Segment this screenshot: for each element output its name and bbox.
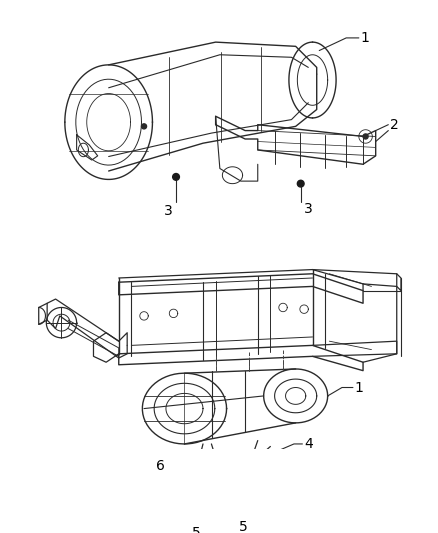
Text: 3: 3 [164,204,173,217]
Text: 5: 5 [239,520,248,533]
Text: 3: 3 [304,202,313,216]
Circle shape [198,497,204,503]
Text: 4: 4 [304,437,313,451]
Circle shape [204,495,212,504]
Circle shape [173,174,180,180]
Circle shape [363,134,368,139]
Circle shape [141,124,147,129]
Circle shape [297,180,304,187]
Text: 2: 2 [390,118,399,132]
Text: 6: 6 [156,459,165,473]
Circle shape [241,484,249,493]
Circle shape [198,477,205,483]
Text: 1: 1 [360,31,369,45]
Text: 5: 5 [192,526,201,533]
Text: 1: 1 [355,381,364,394]
